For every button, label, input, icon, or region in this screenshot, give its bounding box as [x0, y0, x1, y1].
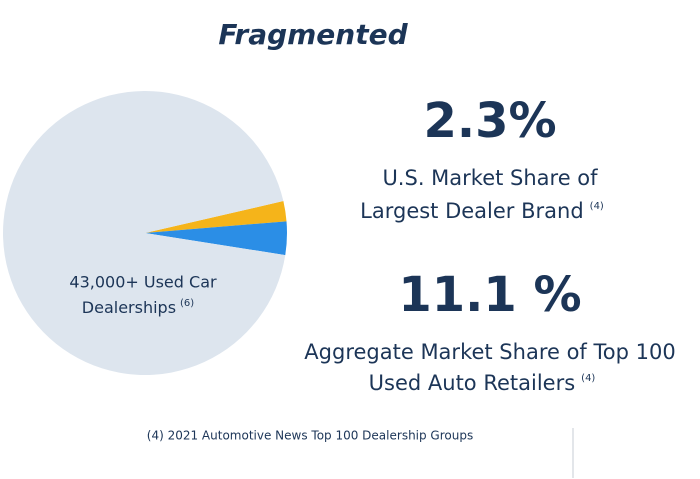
slice-label: Dealerships (6): [82, 298, 195, 317]
stat-value: 11.1 %: [398, 267, 581, 323]
note: (4): [581, 373, 595, 384]
pie-slice: [3, 91, 286, 376]
pie: [3, 91, 287, 376]
pie-slice: [145, 201, 287, 233]
note: (6): [180, 298, 194, 309]
stat-label-line: Largest Dealer Brand: [360, 199, 584, 223]
stat-label: U.S. Market Share of: [382, 166, 598, 190]
stat-label-line: Used Auto Retailers: [369, 371, 576, 395]
note: (4): [590, 201, 604, 212]
stat-label: Largest Dealer Brand (4): [360, 199, 604, 223]
stat-label: Used Auto Retailers (4): [369, 371, 596, 395]
slice-label: 43,000+ Used Car: [69, 273, 217, 292]
pie-slice: [145, 221, 287, 256]
stat-value: 2.3%: [423, 93, 556, 149]
title: Fragmented: [218, 18, 408, 51]
slice-label-line: Dealerships: [82, 298, 176, 317]
footnote: (4) 2021 Automotive News Top 100 Dealers…: [147, 429, 473, 443]
stat-label: Aggregate Market Share of Top 100: [304, 340, 675, 364]
